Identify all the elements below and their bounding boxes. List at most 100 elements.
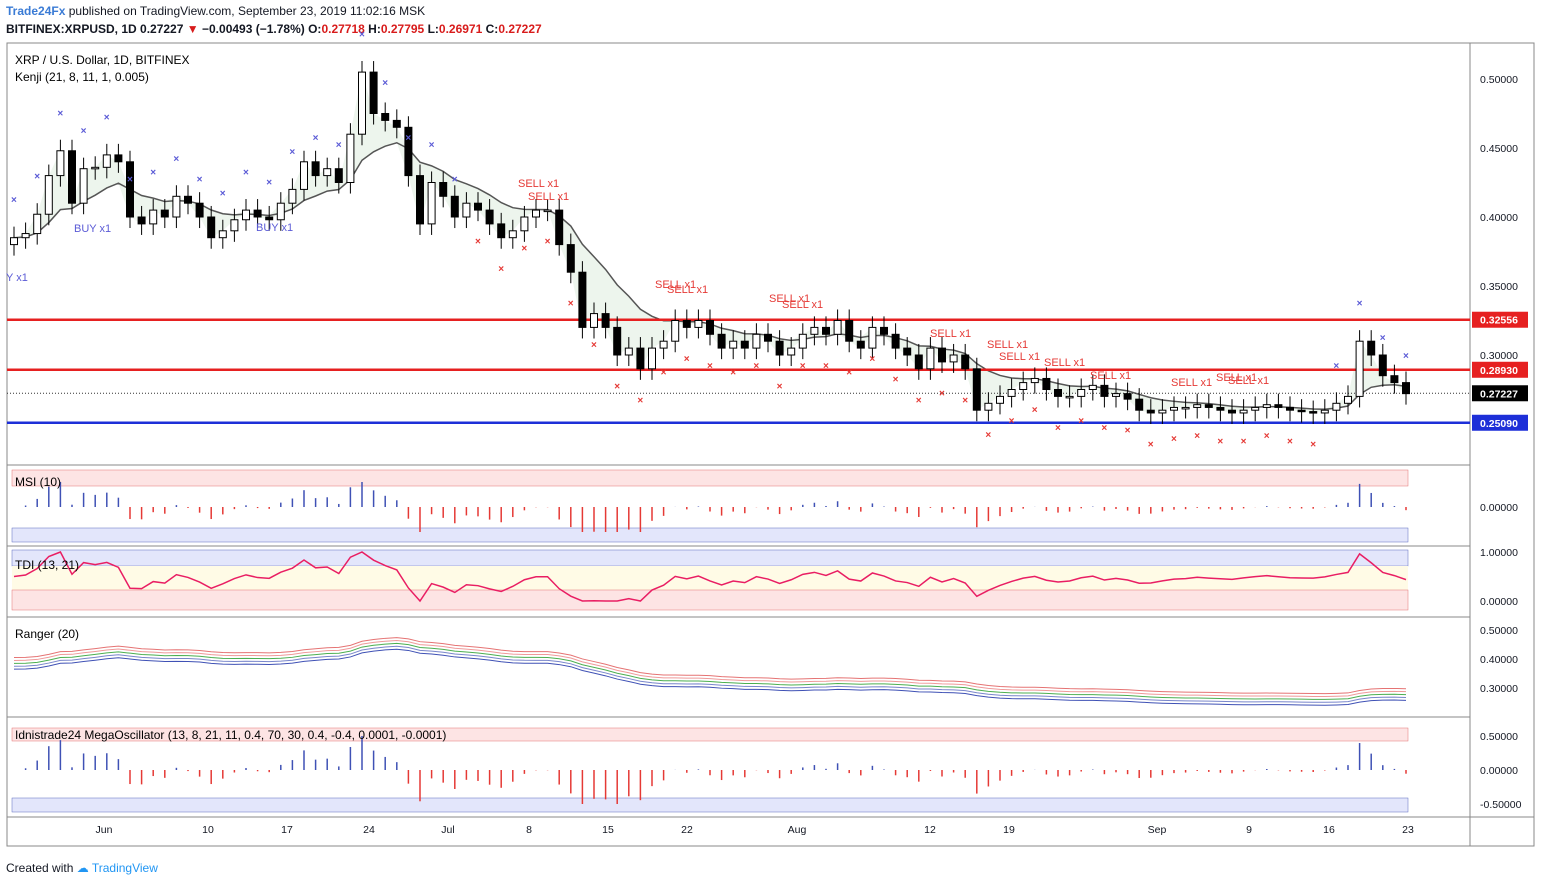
last-price-tag — [1472, 385, 1528, 402]
signal-cross: × — [614, 382, 620, 393]
signal-cross: × — [753, 361, 759, 372]
time-tick-label: 15 — [602, 824, 614, 836]
created-with-label: Created with — [6, 861, 74, 875]
candle-body — [33, 213, 42, 235]
signal-cross: × — [57, 108, 63, 119]
signal-label: SELL x1 — [1044, 357, 1085, 369]
signal-label: SELL x1 — [1090, 370, 1131, 382]
time-tick-label: 23 — [1402, 824, 1414, 836]
signal-cross: × — [661, 368, 667, 379]
candle-body — [1146, 409, 1155, 414]
published-text: published on TradingView.com, September … — [68, 4, 426, 18]
price-tag-label: 0.25090 — [1480, 418, 1518, 430]
candle-body — [590, 313, 598, 328]
candle-body — [1320, 409, 1329, 414]
candle-body — [369, 71, 378, 114]
candle-body — [729, 340, 738, 349]
signal-cross: × — [359, 30, 365, 41]
signal-cross: × — [220, 188, 226, 199]
symbol-line: BITFINEX:XRPUSD, 1D 0.27227 ▼ −0.00493 (… — [6, 22, 542, 36]
candle-body — [1216, 406, 1225, 411]
candle-body — [195, 202, 204, 218]
high-label: H: — [368, 22, 381, 36]
tradingview-brand[interactable]: TradingView — [91, 861, 158, 875]
tdi-pane-title: TDI (13, 21) — [15, 558, 79, 572]
signal-cross: × — [81, 126, 87, 137]
signal-cross: × — [568, 299, 574, 310]
signal-label: SELL x1 — [1216, 372, 1257, 384]
signal-label: SELL x1 — [999, 351, 1040, 363]
candle-body — [624, 347, 633, 356]
price-change: −0.00493 (−1.78%) — [202, 22, 305, 36]
publisher-name[interactable]: Trade24Fx — [6, 4, 66, 18]
candle-body — [288, 188, 297, 204]
candle-body — [44, 175, 53, 215]
candle-body — [392, 119, 401, 128]
candle-body — [508, 230, 517, 239]
subpane-tick-label: -0.50000 — [1480, 799, 1522, 811]
candle-body — [149, 209, 158, 225]
price-tag — [1472, 414, 1528, 431]
close-value: 0.27227 — [498, 22, 542, 36]
signal-label: BUY x1 — [256, 222, 293, 234]
signal-cross: × — [985, 430, 991, 441]
msi-lower-band — [11, 527, 1409, 543]
candle-body — [555, 209, 564, 246]
candle-body — [1332, 402, 1341, 411]
time-tick-label: 17 — [281, 824, 293, 836]
last-price-tag-label: 0.27227 — [1480, 388, 1518, 400]
price-tick-label: 0.50000 — [1480, 74, 1518, 86]
signal-label: SELL x1 — [987, 339, 1028, 351]
candle-body — [462, 202, 471, 218]
candle-body — [207, 216, 216, 239]
candle-body — [752, 333, 761, 349]
candle-body — [972, 368, 981, 411]
candle-body — [1367, 340, 1376, 356]
tradingview-cloud-icon: ☁ — [76, 861, 89, 875]
signal-cross: × — [962, 395, 968, 406]
kenji-cloud — [14, 72, 1406, 413]
subpane-tick-label: 0.00000 — [1480, 765, 1518, 777]
main-pane-title: XRP / U.S. Dollar, 1D, BITFINEX — [15, 53, 190, 67]
candle-body — [694, 320, 703, 328]
signal-cross: × — [545, 237, 551, 248]
price-tag — [1472, 361, 1528, 378]
chart-frame — [6, 42, 1535, 847]
signal-label: SELL x1 — [655, 279, 696, 291]
time-tick-label: 19 — [1003, 824, 1015, 836]
candle-body — [868, 326, 877, 349]
open-label: O: — [308, 22, 322, 36]
signal-cross: × — [869, 354, 875, 365]
signal-cross: × — [475, 237, 481, 248]
candle-body — [276, 202, 285, 221]
time-tick-label: 10 — [202, 824, 214, 836]
candle-body — [381, 113, 390, 121]
candle-body — [996, 395, 1004, 404]
ranger-line — [13, 639, 1407, 697]
signal-label: SELL x1 — [518, 178, 559, 190]
candle-body — [532, 209, 540, 218]
tdi-line — [13, 551, 1407, 603]
signal-cross: × — [591, 340, 597, 351]
signal-cross: × — [1194, 431, 1200, 442]
candle-body — [1065, 395, 1074, 399]
signal-cross: × — [823, 361, 829, 372]
candle-body — [1030, 377, 1039, 384]
signal-cross: × — [939, 388, 945, 399]
candle-body — [984, 402, 993, 411]
signal-cross: × — [1125, 426, 1131, 437]
signal-cross: × — [498, 264, 504, 275]
subpane-tick-label: 0.50000 — [1480, 625, 1518, 637]
close-label: C: — [485, 22, 499, 36]
candle-body — [1170, 406, 1178, 411]
candle-body — [311, 161, 320, 177]
candle-body — [822, 326, 830, 335]
candle-body — [1019, 382, 1028, 391]
candle-body — [787, 347, 796, 356]
signal-cross: × — [452, 175, 458, 186]
signal-cross: × — [1310, 439, 1316, 450]
signal-cross: × — [173, 154, 179, 165]
mega-pane-title: Idnistrade24 MegaOscillator (13, 8, 21, … — [15, 728, 446, 742]
candle-body — [1286, 406, 1294, 411]
